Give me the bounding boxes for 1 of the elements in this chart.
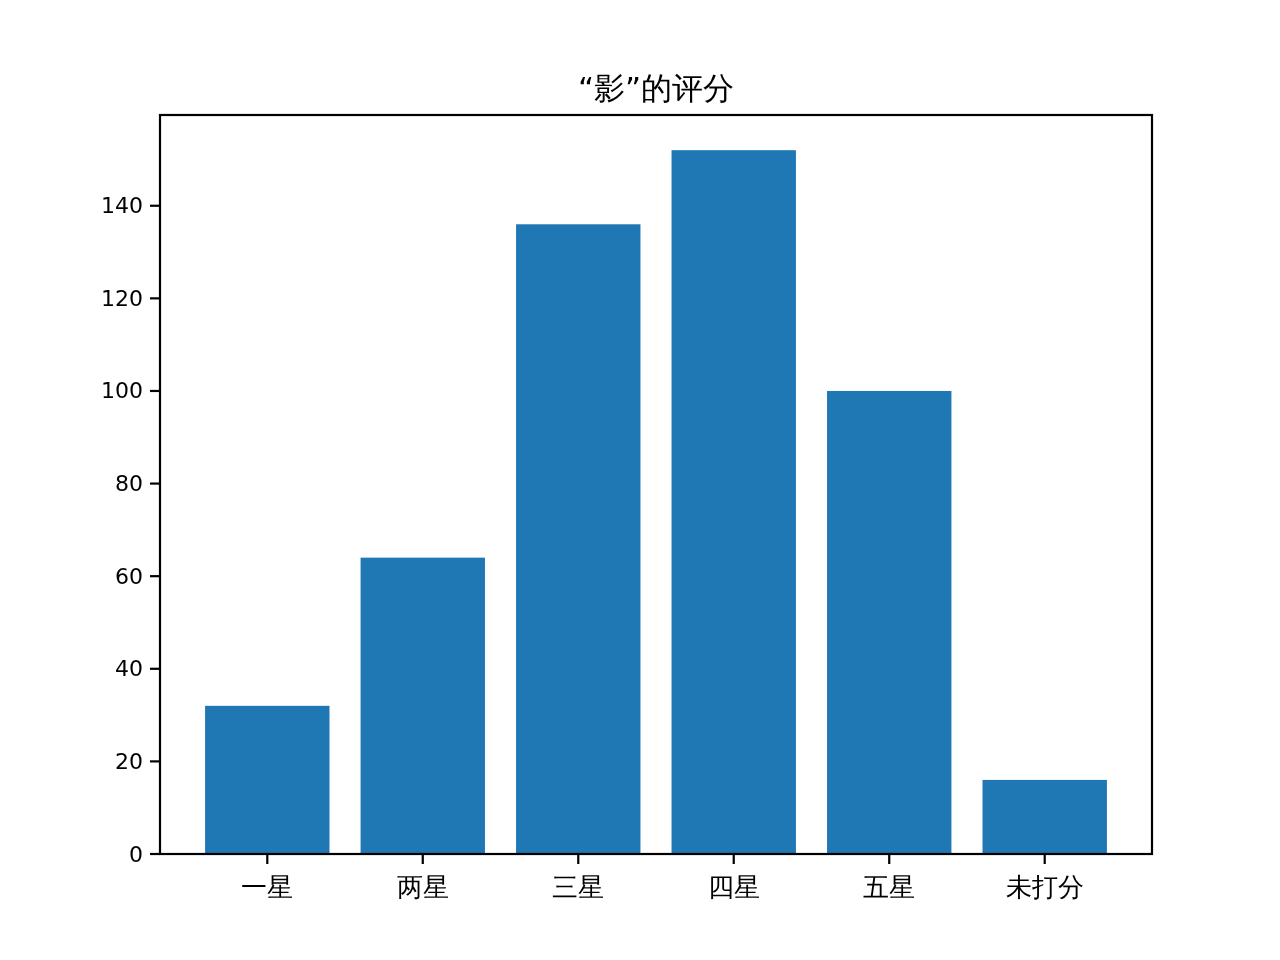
title: “影”的评分 — [577, 70, 735, 106]
